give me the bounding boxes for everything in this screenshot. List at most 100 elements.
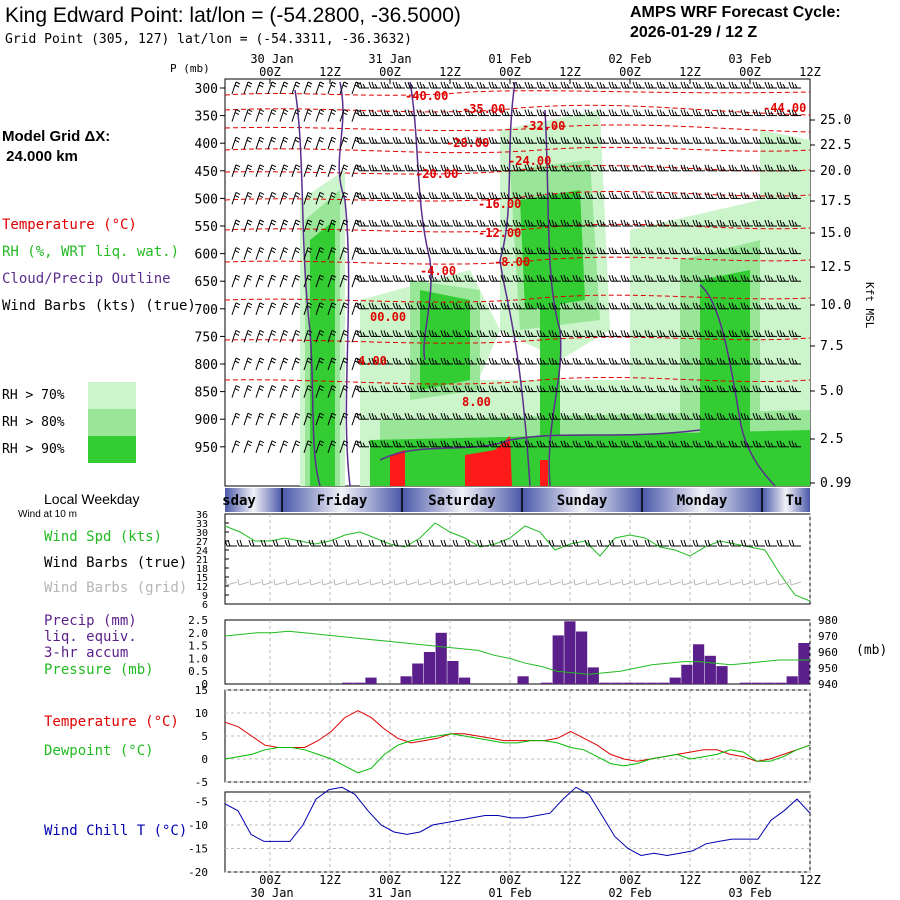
wind-barb: [303, 219, 313, 233]
precip-bar: [693, 644, 705, 684]
wind-barb: [632, 81, 645, 89]
wind-barb: [572, 385, 585, 393]
pressure-y-tick: 950: [818, 662, 838, 675]
wind-barb: [548, 247, 561, 255]
wind-barb: [267, 136, 277, 150]
top-time-tick: 12Z: [679, 65, 701, 79]
wind-barb: [303, 385, 313, 398]
wind-barb: [291, 329, 301, 343]
wind-barb: [632, 275, 645, 282]
wind-barb: [392, 81, 405, 89]
wind-barb: [356, 413, 369, 420]
pressure-label: Pressure (mb): [44, 662, 154, 678]
wind-barb: [740, 330, 753, 337]
wind-barb: [440, 302, 453, 310]
wind-barb: [776, 247, 789, 255]
wind-barb: [368, 247, 381, 255]
surface-wind-barb: [224, 539, 237, 547]
cross-section-content: [225, 81, 810, 486]
grid-wind-barb: [705, 578, 718, 586]
wind-barb: [255, 109, 265, 122]
wind-barb: [668, 247, 681, 255]
wind-barb: [440, 81, 453, 89]
wind-barb: [267, 191, 277, 205]
wind-barb: [644, 302, 657, 310]
wind-barb: [476, 137, 489, 144]
wind-barb: [291, 440, 301, 453]
wind-barb: [267, 164, 277, 177]
top-time-tick: 12Z: [799, 65, 821, 79]
temp-contour-label: -40.00: [405, 89, 448, 103]
wind-barb: [692, 247, 705, 255]
wind-barb: [776, 357, 789, 365]
top-time-tick: 00Z: [739, 65, 761, 79]
wind-barb: [740, 247, 753, 255]
wind-barb: [368, 440, 381, 448]
wind-barb: [572, 330, 585, 337]
wind-y-tick: 9: [202, 591, 208, 602]
wind-barb: [440, 440, 453, 448]
wind-barb: [524, 247, 537, 255]
wind-barb: [464, 164, 477, 172]
surface-wind-barb: [776, 539, 789, 547]
grid-wind-barb: [441, 578, 454, 586]
rh-shading-15: [700, 270, 750, 440]
rh-shading-12: [420, 290, 470, 390]
cycle-label: AMPS WRF Forecast Cycle:: [630, 4, 841, 21]
warm-patch-0: [390, 450, 405, 486]
wind-barb: [476, 219, 489, 227]
wind-barb: [416, 137, 429, 144]
wind-barb: [536, 192, 549, 199]
temp-contour-6: [225, 223, 810, 233]
wind-barb: [243, 412, 253, 426]
wind-barb: [560, 109, 573, 117]
wind-barb: [279, 109, 289, 122]
wind-barb: [716, 219, 729, 227]
wind-barb: [692, 81, 705, 89]
wind-barb: [608, 330, 621, 337]
wind-barb: [488, 440, 501, 448]
wind-barb: [788, 302, 801, 310]
pressure-tick-label: 850: [195, 386, 218, 401]
wind-barb: [740, 164, 753, 172]
temp-y-tick: 0: [201, 753, 208, 766]
weekday-label: Tu: [786, 493, 803, 509]
wind-barb: [536, 219, 549, 227]
wind-barb: [315, 440, 325, 453]
wind-barb: [339, 274, 349, 288]
wind-barb: [548, 302, 561, 310]
wind-barb: [716, 413, 729, 420]
surface-wind-barb: [260, 539, 273, 547]
surface-wind-barb: [728, 539, 741, 547]
wind-barb: [500, 440, 513, 448]
weekday-cell: [522, 488, 642, 512]
model-grid-label: Model Grid ΔX:: [2, 128, 111, 145]
chill-y-tick: -5: [195, 795, 208, 808]
wind-barb: [788, 275, 801, 282]
precip-bar: [774, 682, 787, 684]
grid-wind-barb: [729, 578, 742, 586]
wind-barb: [764, 413, 777, 420]
grid-wind-barb: [561, 578, 574, 586]
wind-barb: [303, 302, 313, 315]
wind-barb: [716, 275, 729, 282]
height-tick-label: 25.0: [820, 113, 851, 128]
wind-barb: [536, 413, 549, 420]
wind-barb: [243, 219, 253, 233]
dewpoint-line: [224, 733, 811, 774]
wind-barb: [596, 440, 609, 448]
wind-barb: [692, 413, 705, 420]
wind-barb: [692, 192, 705, 199]
wind-barb: [512, 385, 525, 393]
wind-barb: [548, 81, 561, 89]
wind-barb: [291, 385, 301, 398]
top-time-tick: 12Z: [559, 65, 581, 79]
precip-bar: [564, 621, 576, 684]
temp-contour-label: -8.00: [494, 255, 530, 269]
precip-y-tick: 0.5: [188, 665, 208, 678]
wind-barb: [608, 440, 621, 448]
wind-barb: [243, 136, 253, 150]
wind-barb: [315, 302, 325, 315]
wind-barb: [704, 275, 717, 282]
wind-barb: [560, 164, 573, 172]
